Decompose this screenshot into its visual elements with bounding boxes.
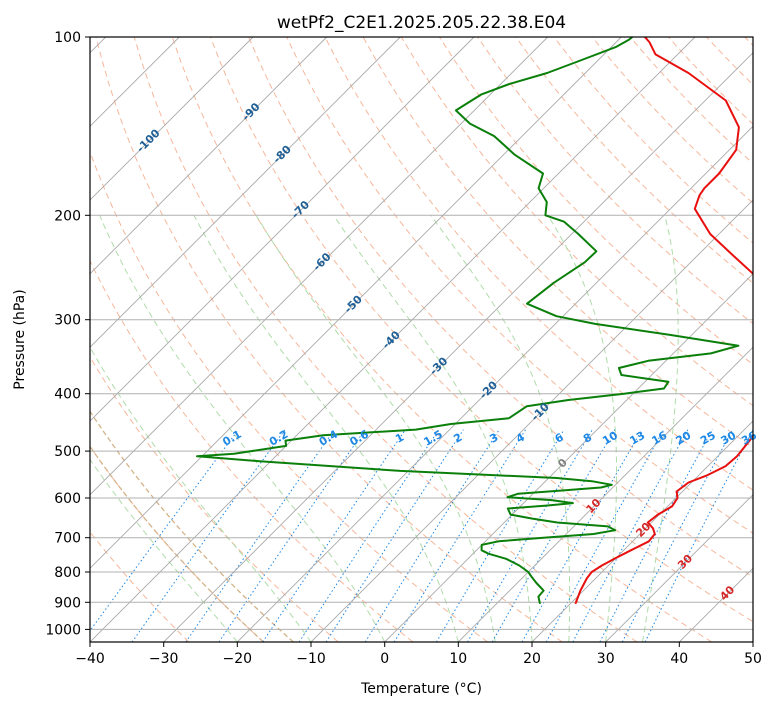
mixing-ratio-line [545,429,665,642]
y-axis-title: Pressure (hPa) [12,289,28,389]
y-tick-label: 500 [54,444,81,460]
mixing-ratio-line [599,429,713,642]
moist-adiabat [99,215,386,642]
series-layer [196,37,753,605]
isotherm-line [90,37,254,201]
x-tick-label: 0 [380,651,389,667]
y-tick-label: 600 [54,491,81,507]
mixing-ratio-line [218,429,366,642]
x-tick-label: −20 [223,651,253,667]
x-axis-title: Temperature (°C) [360,681,482,697]
isotherm-line [90,37,328,275]
dry-adiabat [133,37,638,642]
isotherm-line [384,273,753,642]
y-tick-label: 200 [54,208,81,224]
dry-adiabat [95,37,563,642]
x-tick-label: −40 [75,651,105,667]
x-tick-label: −30 [149,651,179,667]
dry-adiabat [515,37,753,284]
x-axis: −40 −30 −20 −10 0 10 20 30 40 50 [75,642,762,667]
mixing-ratio-line [90,429,239,632]
temperature-line [574,37,753,605]
special-adiabat [90,445,264,642]
grid-layer [90,37,753,642]
mixing-ratio-line [521,429,643,642]
isotherm-line [90,37,401,348]
dewpoint-line [196,37,740,605]
mixing-ratio-line [435,429,565,642]
mixing-ratio-line [644,429,753,642]
isotherm-line [90,37,622,569]
dry-adiabat [90,356,339,642]
y-tick-label: 1000 [45,622,81,638]
dry-adiabat [210,37,753,623]
isotherm-line [752,641,753,642]
mixing-ratio-line [621,429,734,642]
isotherm-line [310,199,753,642]
plot-background [90,37,753,642]
mixing-ratio-line [298,429,440,642]
moist-adiabat [193,215,459,642]
y-tick-label: 300 [54,313,81,329]
moist-adiabat [90,458,238,642]
x-tick-label: −10 [296,651,326,667]
y-axis: 100 200 300 400 500 600 700 800 900 1000 [45,30,90,638]
isotherm-line [90,37,549,496]
isotherm-line [236,125,753,642]
isotherm-line [90,37,475,422]
moist-adiabat [547,215,617,642]
dry-adiabat [286,37,753,534]
moist-adiabat [430,215,571,642]
moist-adiabat [642,215,679,642]
chart-title: wetPf2_C2E1.2025.205.22.38.E04 [277,13,566,33]
dry-adiabat [171,37,712,642]
x-tick-label: 10 [449,651,467,667]
x-tick-label: 50 [744,651,762,667]
isotherm-line [605,494,753,642]
moist-adiabat [90,346,312,642]
y-tick-label: 400 [54,387,81,403]
mixing-ratio-line [325,429,464,642]
plot-frame [89,36,754,643]
dry-adiabat [90,259,414,642]
x-tick-label: 20 [523,651,541,667]
mixing-ratio-line [467,429,593,642]
isotherm-line [163,52,753,642]
isotherm-line [531,420,753,642]
y-tick-label: 100 [54,30,81,46]
x-tick-label: 30 [597,651,615,667]
isotherm-line [457,346,753,642]
mixing-ratio-line [131,429,286,642]
x-tick-label: 40 [670,651,688,667]
mixing-ratio-line [491,429,616,642]
isotherm-line [90,37,696,642]
dry-adiabat [324,37,753,491]
y-tick-label: 700 [54,531,81,547]
y-tick-label: 900 [54,595,81,611]
y-tick-label: 800 [54,565,81,581]
dry-adiabat [248,37,753,578]
